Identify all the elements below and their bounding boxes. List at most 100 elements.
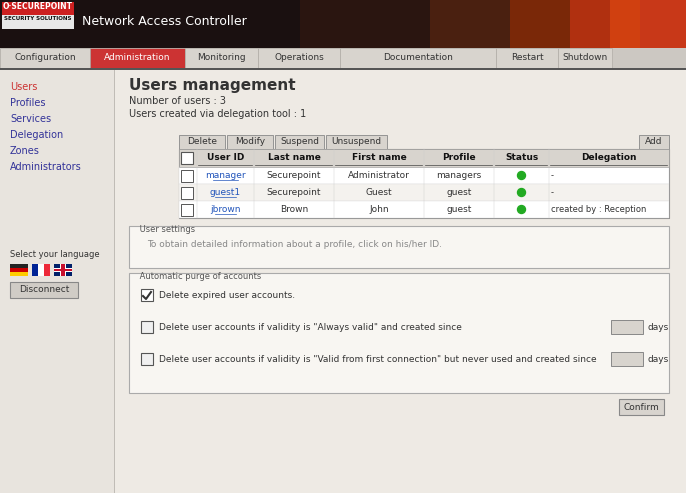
- Text: Unsuspend: Unsuspend: [331, 138, 381, 146]
- Bar: [611, 320, 643, 334]
- Bar: [54, 264, 72, 276]
- Text: -: -: [551, 188, 554, 197]
- Text: Securepoint: Securepoint: [267, 171, 321, 180]
- Text: Select your language: Select your language: [10, 250, 99, 259]
- Bar: [141, 353, 153, 365]
- Text: Profile: Profile: [442, 153, 476, 163]
- Text: Last name: Last name: [268, 153, 320, 163]
- Bar: [129, 273, 669, 393]
- Bar: [258, 48, 340, 68]
- Text: Add: Add: [646, 138, 663, 146]
- Bar: [610, 0, 686, 48]
- Bar: [611, 352, 643, 366]
- Text: Disconnect: Disconnect: [19, 285, 69, 294]
- Text: Suspend: Suspend: [280, 138, 319, 146]
- Bar: [326, 135, 387, 149]
- Bar: [340, 48, 496, 68]
- Bar: [10, 272, 28, 276]
- Text: -: -: [551, 171, 554, 180]
- Text: Zones: Zones: [10, 146, 40, 156]
- Text: Delete user accounts if validity is "Valid from first connection" but never used: Delete user accounts if validity is "Val…: [159, 354, 597, 363]
- Text: Configuration: Configuration: [14, 54, 76, 63]
- Bar: [2, 15, 74, 29]
- Text: Users: Users: [10, 82, 37, 92]
- Text: manager: manager: [205, 171, 246, 180]
- Text: created by : Reception: created by : Reception: [551, 205, 646, 214]
- Text: Guest: Guest: [366, 188, 392, 197]
- Text: John: John: [369, 205, 389, 214]
- Bar: [179, 184, 669, 201]
- Bar: [275, 135, 324, 149]
- Bar: [115, 70, 686, 493]
- Bar: [639, 135, 669, 149]
- Text: days: days: [647, 322, 668, 331]
- Bar: [181, 187, 193, 199]
- Text: Documentation: Documentation: [383, 54, 453, 63]
- Text: guest: guest: [447, 188, 472, 197]
- Text: Delete: Delete: [187, 138, 217, 146]
- Text: O·SECUREPOINT: O·SECUREPOINT: [3, 2, 73, 11]
- Bar: [179, 149, 669, 218]
- Bar: [0, 68, 686, 70]
- Bar: [181, 152, 193, 164]
- Text: Profiles: Profiles: [10, 98, 45, 108]
- Bar: [141, 289, 153, 301]
- Bar: [619, 399, 664, 415]
- Bar: [44, 264, 50, 276]
- Bar: [0, 70, 115, 493]
- Text: Modify: Modify: [235, 138, 265, 146]
- Text: Brown: Brown: [280, 205, 308, 214]
- Text: SECURITY SOLUTIONS: SECURITY SOLUTIONS: [4, 16, 72, 21]
- Text: Confirm: Confirm: [623, 402, 659, 412]
- Text: Administrator: Administrator: [348, 171, 410, 180]
- Bar: [496, 48, 558, 68]
- Bar: [54, 269, 72, 271]
- Bar: [300, 0, 686, 48]
- Bar: [558, 48, 612, 68]
- Bar: [0, 48, 90, 68]
- Text: Automatic purge of accounts: Automatic purge of accounts: [137, 272, 264, 281]
- Bar: [0, 48, 686, 68]
- Text: Network Access Controller: Network Access Controller: [82, 15, 247, 28]
- Bar: [60, 264, 66, 276]
- Circle shape: [517, 188, 525, 197]
- Text: managers: managers: [436, 171, 482, 180]
- Bar: [54, 268, 72, 272]
- Text: Users management: Users management: [129, 78, 296, 93]
- Bar: [181, 204, 193, 216]
- Bar: [61, 264, 65, 276]
- Bar: [430, 0, 686, 48]
- Bar: [179, 167, 669, 184]
- Bar: [510, 0, 686, 48]
- Text: Monitoring: Monitoring: [197, 54, 246, 63]
- Bar: [2, 2, 74, 15]
- Bar: [10, 282, 78, 298]
- Text: guest: guest: [447, 205, 472, 214]
- Text: User ID: User ID: [206, 153, 244, 163]
- Bar: [227, 135, 273, 149]
- Bar: [179, 201, 669, 218]
- Text: Services: Services: [10, 114, 51, 124]
- Text: Restart: Restart: [510, 54, 543, 63]
- Circle shape: [517, 206, 525, 213]
- Text: Shutdown: Shutdown: [563, 54, 608, 63]
- Bar: [38, 264, 44, 276]
- Bar: [640, 0, 686, 48]
- Circle shape: [517, 172, 525, 179]
- Text: Delete expired user accounts.: Delete expired user accounts.: [159, 290, 295, 300]
- Text: Administration: Administration: [104, 54, 171, 63]
- Bar: [141, 321, 153, 333]
- Text: Number of users : 3: Number of users : 3: [129, 96, 226, 106]
- Text: Administrators: Administrators: [10, 162, 82, 172]
- Text: Delegation: Delegation: [581, 153, 637, 163]
- Text: Delegation: Delegation: [10, 130, 63, 140]
- Bar: [10, 264, 28, 268]
- Bar: [10, 268, 28, 272]
- Text: jbrown: jbrown: [210, 205, 241, 214]
- Text: Status: Status: [505, 153, 538, 163]
- Text: User settings: User settings: [137, 225, 198, 234]
- Text: days: days: [647, 354, 668, 363]
- Text: To obtain detailed information about a profile, click on his/her ID.: To obtain detailed information about a p…: [147, 240, 442, 249]
- Bar: [0, 0, 686, 48]
- Bar: [32, 264, 38, 276]
